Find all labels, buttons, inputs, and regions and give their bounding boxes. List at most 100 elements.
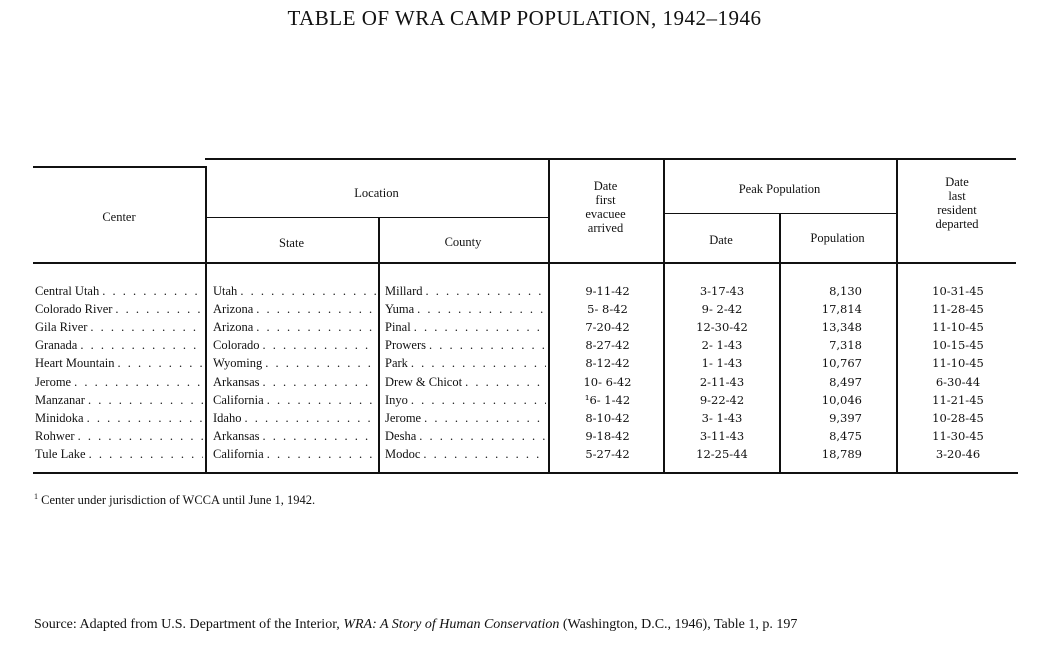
header-date-first-line4: arrived xyxy=(587,221,624,235)
cell-county-label: Drew & Chicot xyxy=(385,374,463,389)
cell-center: Tule Lake. . . . . . . . . . . . . . . .… xyxy=(35,445,203,463)
dot-leader: . . . . . . . . . . . . . . . . . . . . … xyxy=(77,428,203,443)
cell-state: Arkansas. . . . . . . . . . . . . . . . … xyxy=(213,373,376,391)
cell-center: Granada. . . . . . . . . . . . . . . . .… xyxy=(35,336,203,354)
source-prefix: Source: Adapted from U.S. Department of … xyxy=(34,617,344,632)
cell-county-label: Inyo xyxy=(385,392,408,407)
cell-center-label: Heart Mountain xyxy=(35,356,115,371)
cell-peak-pop: 10,767 xyxy=(821,356,862,371)
cell-county: Drew & Chicot. . . . . . . . . . . . . .… xyxy=(385,373,546,391)
dot-leader: . . . . . . . . . . . . . . . . . . . . … xyxy=(465,374,546,389)
cell-center: Jerome. . . . . . . . . . . . . . . . . … xyxy=(35,373,203,391)
cell-county: Yuma. . . . . . . . . . . . . . . . . . … xyxy=(385,300,546,318)
cell-date-last: 10-15-45 xyxy=(932,338,984,353)
cell-state-label: Arizona xyxy=(213,302,254,317)
dot-leader: . . . . . . . . . . . . . . . . . . . . … xyxy=(256,320,376,335)
header-peak-population: Peak Population xyxy=(738,182,821,196)
cell-county: Millard. . . . . . . . . . . . . . . . .… xyxy=(385,282,546,300)
cell-state-label: Wyoming xyxy=(213,356,263,371)
header-county: County xyxy=(444,235,482,249)
dot-leader: . . . . . . . . . . . . . . . . . . . . … xyxy=(80,338,203,353)
cell-center-label: Manzanar xyxy=(35,392,85,407)
cell-county-label: Desha xyxy=(385,428,417,443)
location-divider xyxy=(205,217,548,219)
cell-state: Wyoming. . . . . . . . . . . . . . . . .… xyxy=(213,354,376,372)
footnote-marker: 1 xyxy=(34,492,38,501)
cell-state: Utah. . . . . . . . . . . . . . . . . . … xyxy=(213,282,376,300)
cell-county: Pinal. . . . . . . . . . . . . . . . . .… xyxy=(385,318,546,336)
cell-state: Arizona. . . . . . . . . . . . . . . . .… xyxy=(213,318,376,336)
cell-date-first: 9-18-42 xyxy=(585,428,630,443)
cell-state-label: Arkansas xyxy=(213,374,260,389)
cell-date-last: 3-20-46 xyxy=(935,446,981,461)
page-title: TABLE OF WRA CAMP POPULATION, 1942–1946 xyxy=(287,6,762,30)
dot-leader: . . . . . . . . . . . . . . . . . . . . … xyxy=(262,374,376,389)
cell-state-label: Arkansas xyxy=(213,428,260,443)
header-peak-date: Date xyxy=(709,233,733,247)
cell-county-label: Millard xyxy=(385,284,423,298)
header-bottom-rule xyxy=(33,262,1016,264)
cell-center-label: Colorado River xyxy=(35,302,113,317)
cell-date-last: 10-31-45 xyxy=(932,284,984,298)
header-date-first-line2: first xyxy=(595,193,616,207)
dot-leader: . . . . . . . . . . . . . . . . . . . . … xyxy=(90,320,203,335)
cell-center: Manzanar. . . . . . . . . . . . . . . . … xyxy=(35,391,203,409)
cell-peak-date: 12-30-42 xyxy=(696,320,748,335)
cell-peak-pop: 18,789 xyxy=(821,446,862,461)
cell-state: California. . . . . . . . . . . . . . . … xyxy=(213,391,376,409)
cell-date-first: ¹6- 1-42 xyxy=(584,392,631,407)
cell-center: Minidoka. . . . . . . . . . . . . . . . … xyxy=(35,409,203,427)
dot-leader: . . . . . . . . . . . . . . . . . . . . … xyxy=(244,410,376,425)
col-divider-2 xyxy=(378,217,380,473)
header-state: State xyxy=(279,236,304,250)
cell-peak-date: 2-11-43 xyxy=(699,374,745,389)
header-location: Location xyxy=(354,186,399,200)
col-divider-6 xyxy=(896,158,898,473)
dot-leader: . . . . . . . . . . . . . . . . . . . . … xyxy=(266,392,376,407)
cell-date-first: 10- 6-42 xyxy=(583,374,632,389)
header-date-last-line1: Date xyxy=(945,175,969,189)
cell-county: Prowers. . . . . . . . . . . . . . . . .… xyxy=(385,336,546,354)
cell-center: Gila River. . . . . . . . . . . . . . . … xyxy=(35,318,203,336)
cell-date-first: 5-27-42 xyxy=(585,446,630,461)
header-date-last-line3: resident xyxy=(937,203,977,217)
cell-peak-pop: 7,318 xyxy=(829,338,862,353)
cell-date-last: 11-10-45 xyxy=(932,356,984,371)
header-date-last-line2: last xyxy=(948,189,966,203)
cell-date-first: 8-12-42 xyxy=(585,356,630,371)
cell-center-label: Tule Lake xyxy=(35,446,86,461)
dot-leader: . . . . . . . . . . . . . . . . . . . . … xyxy=(102,284,203,298)
cell-county: Park. . . . . . . . . . . . . . . . . . … xyxy=(385,354,546,372)
cell-state-label: California xyxy=(213,392,264,407)
cell-date-last: 11-21-45 xyxy=(932,392,984,407)
cell-peak-pop: 17,814 xyxy=(821,302,862,317)
cell-center: Heart Mountain. . . . . . . . . . . . . … xyxy=(35,354,203,372)
col-divider-5 xyxy=(779,213,781,473)
cell-date-first: 7-20-42 xyxy=(585,320,630,335)
dot-leader: . . . . . . . . . . . . . . . . . . . . … xyxy=(419,428,546,443)
cell-date-last: 10-28-45 xyxy=(932,410,984,425)
cell-peak-date: 3-11-43 xyxy=(699,428,745,443)
header-peak-pop: Population xyxy=(810,231,865,245)
cell-center: Central Utah. . . . . . . . . . . . . . … xyxy=(35,282,203,300)
cell-center: Rohwer. . . . . . . . . . . . . . . . . … xyxy=(35,427,203,445)
cell-center-label: Rohwer xyxy=(35,428,75,443)
dot-leader: . . . . . . . . . . . . . . . . . . . . … xyxy=(413,320,546,335)
dot-leader: . . . . . . . . . . . . . . . . . . . . … xyxy=(117,356,204,371)
cell-date-last: 11-30-45 xyxy=(932,428,984,443)
cell-date-last: 11-28-45 xyxy=(932,302,984,317)
cell-state: Arizona. . . . . . . . . . . . . . . . .… xyxy=(213,300,376,318)
dot-leader: . . . . . . . . . . . . . . . . . . . . … xyxy=(410,356,546,371)
cell-county: Inyo. . . . . . . . . . . . . . . . . . … xyxy=(385,391,546,409)
cell-state-label: Arizona xyxy=(213,320,254,335)
col-divider-3 xyxy=(548,158,550,473)
cell-date-last: 11-10-45 xyxy=(932,320,984,335)
cell-date-first: 8-27-42 xyxy=(585,338,630,353)
source-suffix: (Washington, D.C., 1946), Table 1, p. 19… xyxy=(559,617,798,632)
cell-county-label: Yuma xyxy=(385,302,415,317)
dot-leader: . . . . . . . . . . . . . . . . . . . . … xyxy=(410,392,546,407)
cell-peak-pop: 8,130 xyxy=(829,284,862,298)
cell-peak-date: 9-22-42 xyxy=(699,392,745,407)
col-divider-4 xyxy=(663,158,665,473)
header-center: Center xyxy=(102,210,136,224)
